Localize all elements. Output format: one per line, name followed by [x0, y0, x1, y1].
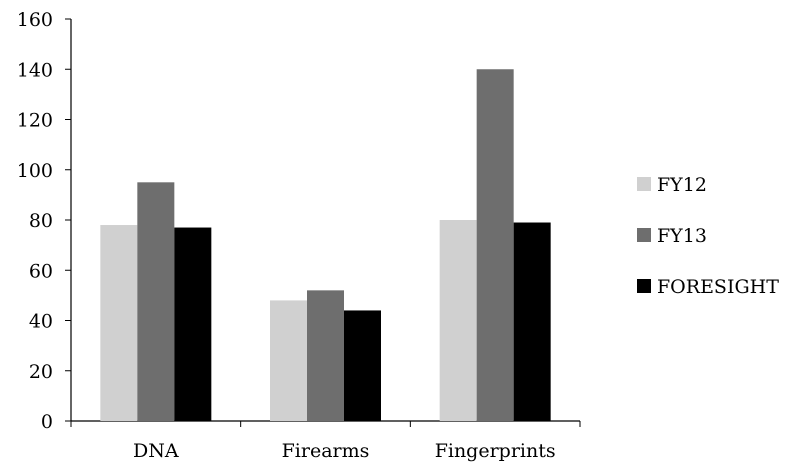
y-tick-label: 80 [29, 210, 53, 232]
legend-label: FY13 [657, 225, 707, 247]
legend-swatch [637, 228, 651, 242]
y-tick-label: 160 [17, 9, 53, 31]
y-tick-label: 40 [29, 311, 53, 333]
bars [100, 69, 551, 421]
y-tick-label: 120 [17, 110, 53, 132]
legend-swatch [637, 279, 651, 293]
x-axis-labels: DNA Firearms Fingerprints [133, 440, 556, 462]
legend-swatch [637, 177, 651, 191]
bar-fy12-firearms [270, 300, 307, 421]
bar-foresight-dna [174, 227, 212, 421]
x-tick-label: DNA [133, 440, 179, 462]
y-tick-label: 60 [29, 260, 53, 282]
bar-fy12-dna [100, 225, 138, 421]
legend-label: FY12 [657, 174, 707, 196]
y-tick-label: 140 [17, 59, 53, 81]
bar-foresight-firearms [344, 310, 381, 421]
x-tick-label: Fingerprints [435, 440, 556, 462]
y-tick-label: 100 [17, 160, 53, 182]
bar-fy13-fingerprints [476, 69, 514, 421]
y-tick-label: 0 [41, 411, 53, 433]
bar-fy13-dna [137, 182, 175, 421]
legend: FY12 FY13 FORESIGHT [637, 174, 779, 298]
bar-fy12-fingerprints [439, 220, 477, 421]
bar-fy13-firearms [307, 290, 344, 421]
y-axis-ticks: 0 20 40 60 80 100 120 140 160 [17, 9, 71, 433]
y-tick-label: 20 [29, 361, 53, 383]
bar-foresight-fingerprints [513, 222, 551, 421]
legend-label: FORESIGHT [657, 276, 779, 298]
x-tick-label: Firearms [282, 440, 370, 462]
